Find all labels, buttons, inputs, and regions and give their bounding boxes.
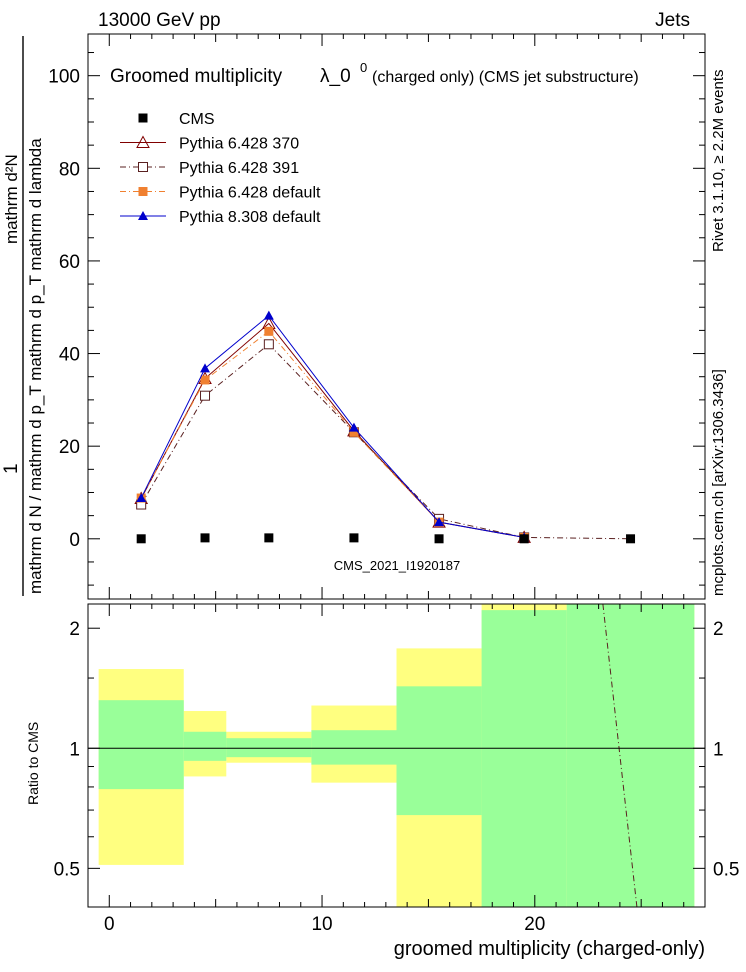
ratio-ytick-label-right: 2: [713, 619, 724, 640]
legend-marker-pythia-6-428-391: [138, 162, 148, 172]
series-line-pythia-8-308-default: [140, 314, 525, 538]
point-cms: [200, 533, 210, 543]
main-ytick-label: 40: [59, 345, 80, 366]
x-axis-label: groomed multiplicity (charged-only): [394, 938, 705, 960]
ratio-ytick-label-left: 2: [69, 619, 80, 640]
legend-label-pythia-6-428-370: Pythia 6.428 370: [179, 136, 299, 153]
ratio-band-green: [396, 686, 482, 816]
ratio-band-green: [566, 604, 695, 907]
ratio-band-green: [481, 610, 567, 907]
ratio-band-green: [311, 730, 397, 765]
legend-marker-pythia-6-428-370: [136, 135, 150, 148]
ratio-ytick-label-right: 0.5: [713, 859, 739, 880]
main-panel-frame: [87, 33, 706, 600]
point-pythia-8-308-default: [200, 363, 211, 373]
point-pythia-8-308-default: [434, 517, 445, 527]
point-cms: [519, 534, 529, 544]
legend-label-pythia-8-308-default: Pythia 8.308 default: [179, 209, 321, 226]
series-line-pythia-6-428-default: [140, 330, 525, 538]
point-cms: [626, 534, 636, 544]
ratio-bands: [98, 604, 695, 907]
ylabel-top: mathrm d²N: [2, 154, 21, 244]
point-cms: [136, 534, 146, 544]
main-ytick-label: 20: [59, 437, 80, 458]
analysis-watermark: CMS_2021_I1920187: [334, 558, 461, 573]
point-pythia-8-308-default: [348, 422, 359, 432]
ratio-plot-layer: [88, 604, 705, 907]
ratio-xtick-label: 0: [104, 914, 115, 935]
ratio-ylabel: Ratio to CMS: [25, 722, 41, 805]
plot-title-main: Groomed multiplicity: [110, 66, 283, 87]
rivet-label: Rivet 3.1.10, ≥ 2.2M events: [710, 70, 727, 253]
legend-marker-pythia-8-308-default: [138, 211, 148, 220]
legend: CMS Pythia 6.428 370 Pythia 6.428 391 Pythi…: [120, 111, 321, 226]
ratio-ytick-label-right: 1: [713, 739, 724, 760]
point-pythia-6-428-default: [264, 326, 274, 336]
ylabel-denominator: mathrm d N / mathrm d p_T mathrm d p_T m…: [26, 138, 45, 594]
point-pythia-6-428-default: [349, 427, 359, 437]
series-line-pythia-6-428-391: [140, 343, 631, 540]
point-pythia-6-428-default: [200, 375, 210, 385]
header-energy: 13000 GeV pp: [98, 10, 221, 31]
main-ytick-label: 0: [69, 530, 80, 551]
legend-label-cms: CMS: [179, 111, 215, 128]
ratio-band-green: [183, 731, 227, 761]
ylabel-numerator: 1: [1, 463, 22, 474]
legend-label-pythia-6-428-default: Pythia 6.428 default: [179, 185, 321, 202]
ratio-panel-frame: [87, 603, 706, 908]
ratio-xtick-label: 20: [524, 914, 545, 935]
main-ytick-label: 60: [59, 252, 80, 273]
point-cms: [349, 533, 359, 543]
plot-title-superscript: 0: [360, 60, 367, 75]
legend-marker-pythia-6-428-default: [138, 187, 148, 196]
ratio-band-green: [98, 700, 184, 790]
header-process: Jets: [655, 10, 690, 31]
point-pythia-6-428-391: [200, 390, 211, 401]
ratio-band-green: [226, 738, 312, 758]
legend-marker-cms: [138, 113, 148, 123]
plot-title-symbol: λ_0: [320, 66, 351, 87]
point-pythia-8-308-default: [136, 493, 147, 503]
legend-label-pythia-6-428-391: Pythia 6.428 391: [179, 160, 299, 177]
series-line-pythia-6-428-370: [140, 322, 525, 538]
point-cms: [264, 533, 274, 543]
ratio-ytick-label-left: 0.5: [54, 859, 80, 880]
point-cms: [434, 534, 444, 544]
plot-title-suffix: (charged only) (CMS jet substructure): [372, 69, 639, 86]
mcplots-label: mcplots.cern.ch [arXiv:1306.3436]: [710, 369, 727, 596]
main-ytick-label: 80: [59, 159, 80, 180]
ratio-series-line: [602, 604, 638, 907]
point-pythia-8-308-default: [263, 310, 274, 320]
point-pythia-6-428-391: [263, 339, 274, 350]
main-plot-layer: [88, 34, 705, 599]
plot-title: Groomed multiplicity λ_0 0 (charged only…: [110, 60, 639, 87]
ratio-ytick-label-left: 1: [69, 739, 80, 760]
ratio-xtick-label: 10: [311, 914, 332, 935]
main-ylabel: 1 mathrm d N / mathrm d p_T mathrm d p_T…: [1, 36, 45, 596]
main-ytick-label: 100: [48, 67, 80, 88]
